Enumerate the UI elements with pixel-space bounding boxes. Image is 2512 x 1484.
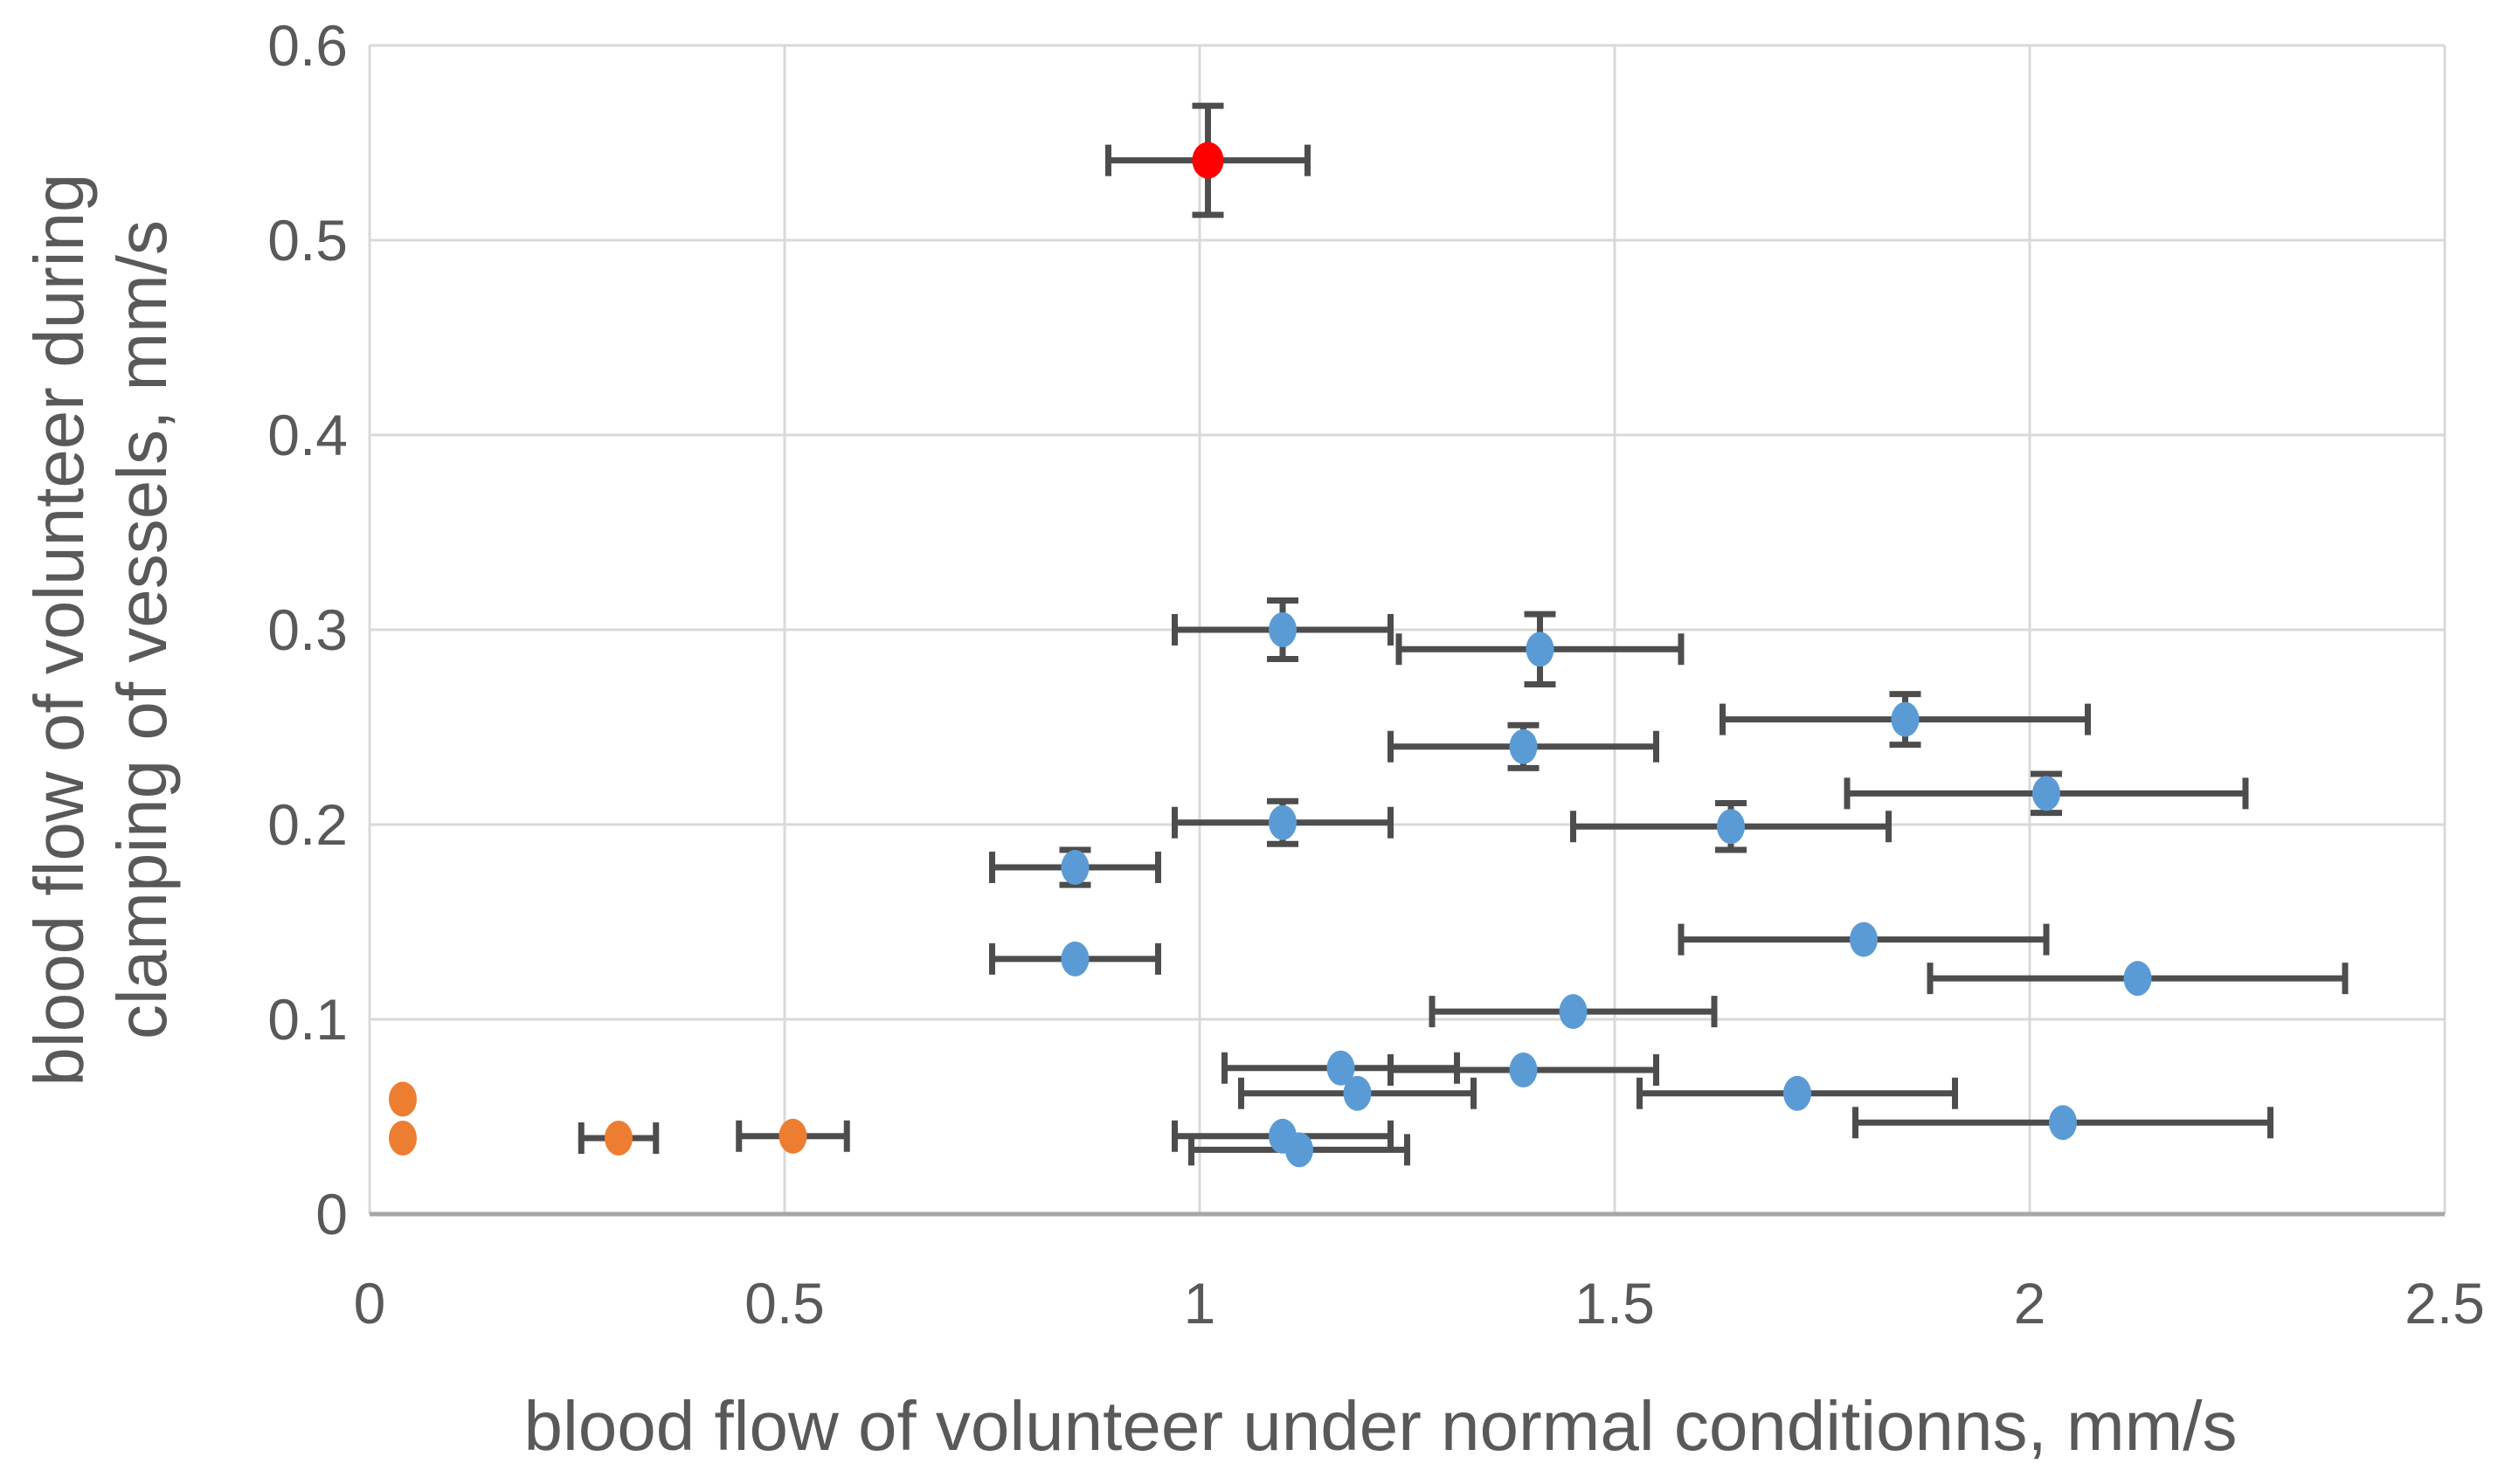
data-point-blue-points — [1343, 1075, 1372, 1111]
data-point-blue-points — [1526, 632, 1554, 667]
data-point-blue-points — [2123, 961, 2152, 997]
x-tick-label: 0 — [354, 1271, 386, 1336]
data-point-blue-points — [2032, 776, 2060, 811]
y-tick-label: 0.6 — [267, 13, 348, 78]
data-point-orange-points — [389, 1121, 417, 1156]
data-point-blue-points — [1559, 994, 1588, 1030]
y-axis-title-line1: blood flow of volunteer during — [20, 173, 98, 1086]
x-tick-label: 1.5 — [1574, 1271, 1655, 1336]
y-tick-label: 0.5 — [267, 208, 348, 273]
gridlines — [368, 44, 2446, 1217]
data-point-blue-points — [1717, 809, 1745, 845]
data-point-blue-points — [1061, 850, 1090, 886]
data-point-blue-points — [1326, 1050, 1355, 1086]
data-point-blue-points — [1061, 941, 1090, 977]
data-point-blue-points — [1509, 1052, 1538, 1087]
data-point-blue-points — [1269, 804, 1297, 840]
y-axis-title: blood flow of volunteer during clamping … — [20, 173, 181, 1086]
data-point-blue-points — [1783, 1075, 1811, 1111]
y-tick-label: 0.3 — [267, 597, 348, 662]
data-point-orange-points — [779, 1118, 807, 1154]
x-tick-label: 0.5 — [744, 1271, 825, 1336]
data-point-blue-points — [1285, 1132, 1313, 1168]
data-point-orange-points — [605, 1121, 633, 1156]
data-point-blue-points — [2049, 1105, 2077, 1141]
data-point-orange-points — [389, 1081, 417, 1117]
y-tick-label: 0.1 — [267, 987, 348, 1052]
tick-labels: 0 0.5 1 1.5 2 2.5 0 0.1 0.2 0.3 0.4 0.5 0.6 — [267, 13, 2485, 1336]
y-axis-title-line2: clamping of vessels, mm/s — [103, 220, 181, 1039]
x-axis-title: blood flow of volunteer under normal con… — [523, 1387, 2237, 1465]
data-points — [389, 141, 2152, 1168]
x-tick-label: 2 — [2014, 1271, 2046, 1336]
y-tick-label: 0.2 — [267, 792, 348, 857]
y-tick-label: 0 — [315, 1182, 348, 1246]
data-point-blue-points — [1509, 728, 1538, 764]
x-tick-label: 1 — [1184, 1271, 1216, 1336]
data-point-blue-points — [1269, 612, 1297, 647]
x-tick-label: 2.5 — [2405, 1271, 2485, 1336]
data-point-blue-points — [1891, 701, 1920, 737]
data-point-red-point — [1192, 141, 1224, 179]
y-tick-label: 0.4 — [267, 403, 348, 467]
data-point-blue-points — [1850, 921, 1878, 957]
error-bars — [578, 102, 2349, 1166]
